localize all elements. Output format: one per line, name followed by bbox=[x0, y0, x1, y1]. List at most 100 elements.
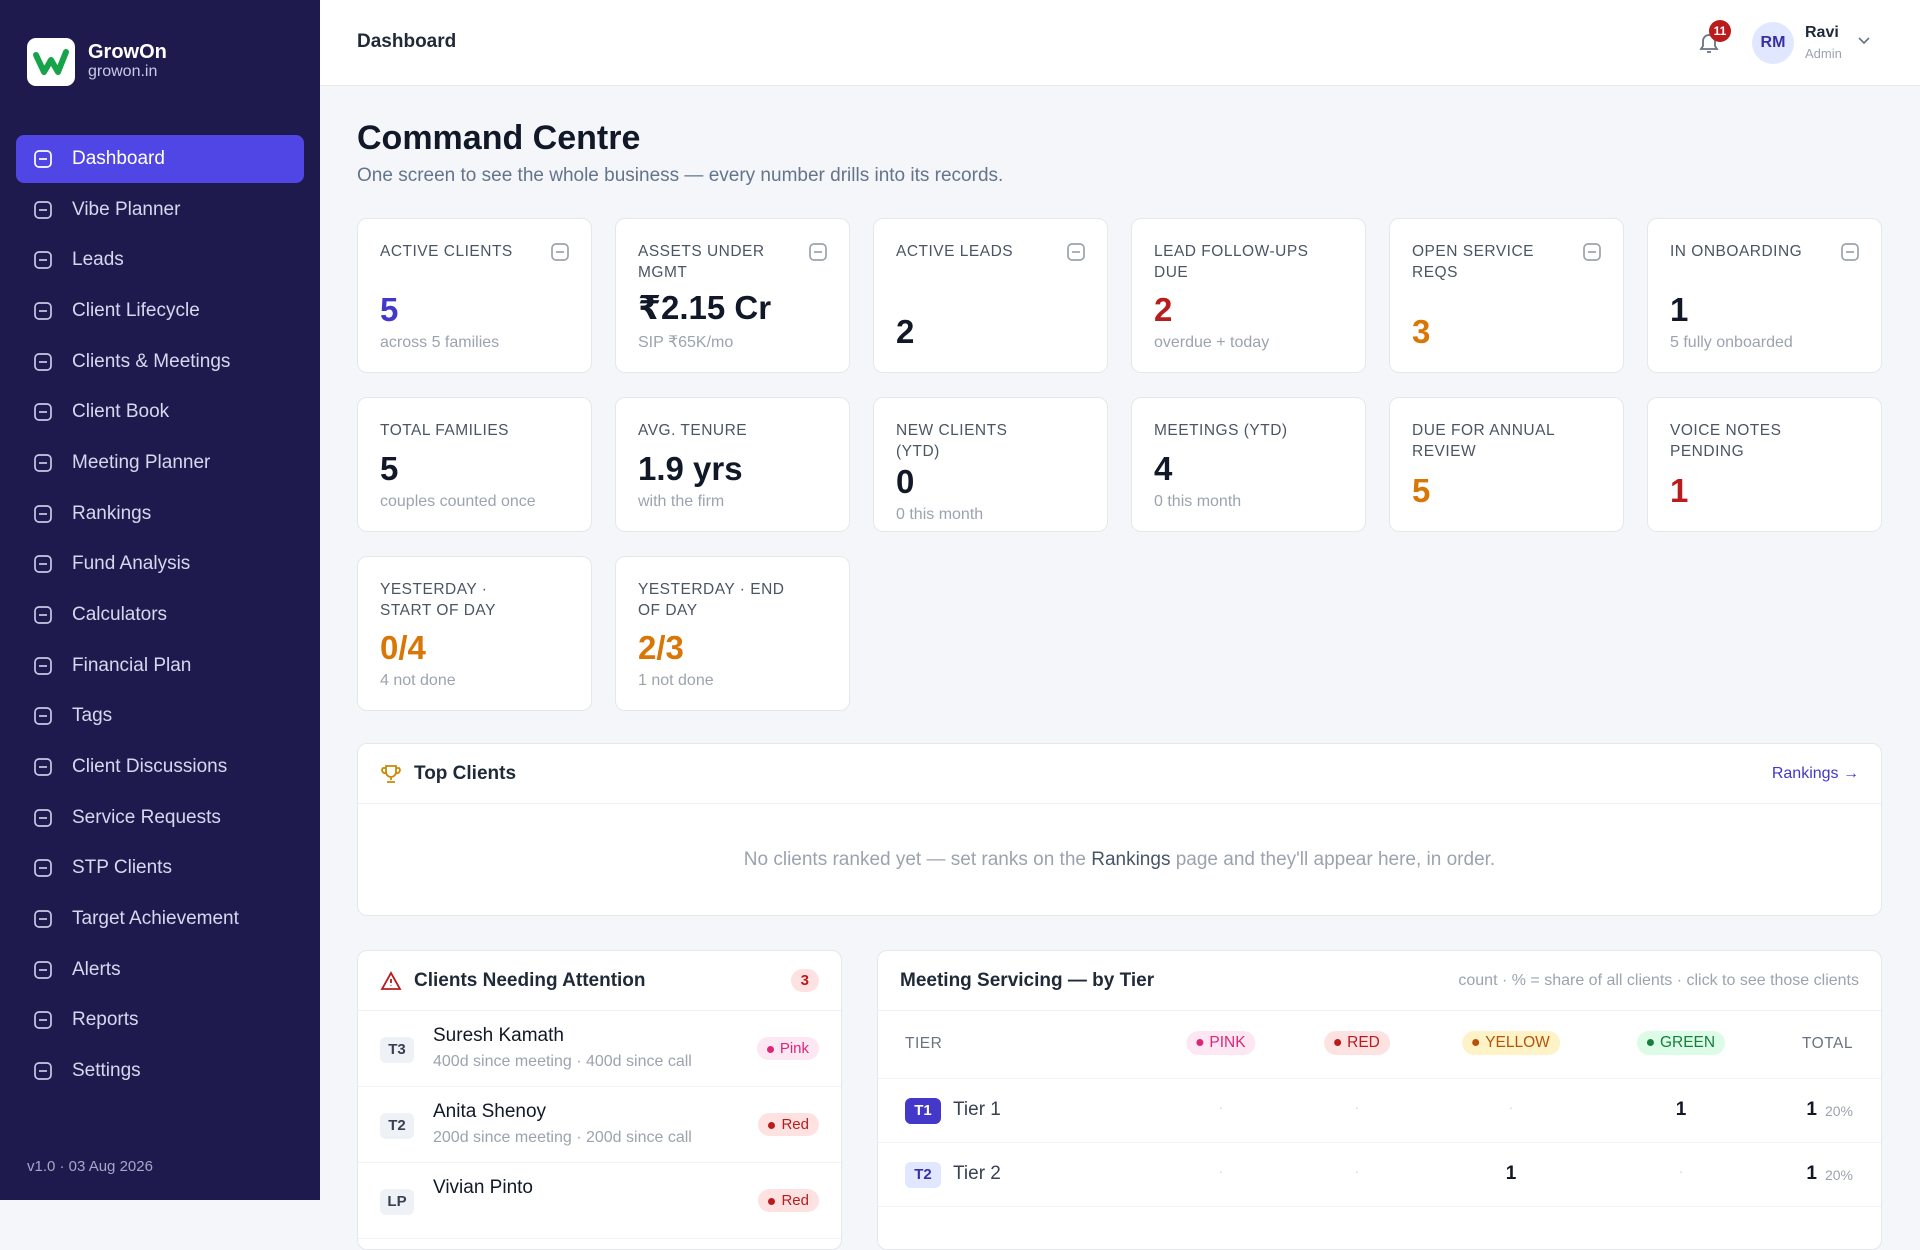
tier-count[interactable]: 1 bbox=[1505, 1163, 1517, 1184]
nav-label: Target Achievement bbox=[72, 908, 239, 930]
rankings-link[interactable]: Rankings → bbox=[1771, 764, 1859, 782]
nav-label: Service Requests bbox=[72, 806, 221, 828]
client-name: Anita Shenoy bbox=[433, 1101, 547, 1122]
avatar[interactable]: RM bbox=[1752, 22, 1794, 64]
icon bbox=[34, 606, 52, 624]
column-header: TOTAL bbox=[1801, 1035, 1853, 1052]
column-label: GREEN bbox=[1659, 1034, 1716, 1051]
tier-count: · bbox=[1218, 1099, 1224, 1115]
nav-item[interactable]: Target Achievement bbox=[16, 895, 304, 943]
nav-item[interactable]: Client Discussions bbox=[16, 743, 304, 791]
icon bbox=[34, 302, 52, 320]
nav-item[interactable]: Settings bbox=[16, 1047, 304, 1095]
nav-item[interactable]: Reports bbox=[16, 996, 304, 1044]
kpi-card[interactable]: IN ONBOARDING 1 5 fully onboarded bbox=[1647, 218, 1882, 373]
tier-total[interactable]: 1 bbox=[1806, 1163, 1817, 1184]
kpi-body: 1 bbox=[1670, 471, 1859, 511]
tag-label: Red bbox=[781, 1192, 809, 1209]
icon bbox=[34, 859, 52, 878]
top-clients-panel: Top Clients Rankings → No clients ranked… bbox=[357, 743, 1882, 916]
nav-label: Calculators bbox=[72, 604, 168, 626]
kpi-card[interactable]: AVG. TENURE 1.9 yrs with the firm bbox=[615, 397, 850, 532]
kpi-note: 5 fully onboarded bbox=[1670, 334, 1793, 351]
kpi-note: 4 not done bbox=[380, 672, 456, 689]
icon bbox=[34, 352, 52, 371]
tier-count: · bbox=[1354, 1099, 1360, 1115]
nav-label: Fund Analysis bbox=[72, 553, 191, 575]
nav-item[interactable]: Calculators bbox=[16, 591, 304, 639]
icon bbox=[34, 910, 52, 928]
nav-item[interactable]: Rankings bbox=[16, 490, 304, 538]
user-role: Admin bbox=[1805, 46, 1842, 61]
kpi-label: ASSETS UNDER MGMT bbox=[638, 243, 765, 281]
nav-label: Tags bbox=[72, 705, 113, 727]
brand-name: GrowOn bbox=[88, 41, 167, 63]
nav-item[interactable]: Clients & Meetings bbox=[16, 338, 304, 386]
icon bbox=[34, 150, 52, 168]
status-tag: Red bbox=[758, 1113, 819, 1136]
kpi-card[interactable]: TOTAL FAMILIES 5 couples counted once bbox=[357, 397, 592, 532]
nav-label: Alerts bbox=[72, 958, 121, 980]
tier-row[interactable]: T1 Tier 1 · · · 1 1 20% bbox=[878, 1079, 1881, 1143]
kpi-card[interactable]: VOICE NOTES PENDING 1 bbox=[1647, 397, 1882, 532]
icon bbox=[551, 243, 569, 261]
kpi-card[interactable]: OPEN SERVICE REQS 3 bbox=[1389, 218, 1624, 373]
brand-domain: growon.in bbox=[88, 63, 158, 80]
nav-item[interactable]: Client Lifecycle bbox=[16, 287, 304, 335]
icon bbox=[1841, 243, 1859, 261]
column-header: TIER bbox=[905, 1035, 943, 1052]
kpi-card[interactable]: YESTERDAY · START OF DAY 0/4 4 not done bbox=[357, 556, 592, 711]
kpi-body: 3 bbox=[1412, 312, 1601, 352]
nav-item[interactable]: Tags bbox=[16, 692, 304, 740]
panel-title: Top Clients bbox=[414, 762, 517, 784]
dropdown-icon[interactable] bbox=[1857, 36, 1871, 46]
nav-item[interactable]: Vibe Planner bbox=[16, 186, 304, 234]
kpi-icon bbox=[1839, 241, 1861, 268]
page-title: Command Centre bbox=[357, 119, 641, 157]
panel-title: Clients Needing Attention bbox=[414, 969, 646, 991]
nav-item[interactable]: Client Book bbox=[16, 388, 304, 436]
tier-share: 20% bbox=[1824, 1103, 1853, 1119]
panel-header: Top Clients Rankings → bbox=[358, 744, 1881, 804]
tier-row[interactable]: T2 Tier 2 · · 1 · 1 20% bbox=[878, 1143, 1881, 1207]
kpi-card[interactable]: ASSETS UNDER MGMT ₹2.15 Cr SIP ₹65K/mo bbox=[615, 218, 850, 373]
kpi-card[interactable]: MEETINGS (YTD) 4 0 this month bbox=[1131, 397, 1366, 532]
kpi-body: 5 bbox=[1412, 471, 1601, 511]
kpi-note: couples counted once bbox=[380, 493, 536, 510]
kpi-card[interactable]: YESTERDAY · END OF DAY 2/3 1 not done bbox=[615, 556, 850, 711]
kpi-card[interactable]: DUE FOR ANNUAL REVIEW 5 bbox=[1389, 397, 1624, 532]
tier-name: Tier 2 bbox=[953, 1163, 1001, 1184]
attention-row[interactable]: T2 Anita Shenoy 200d since meeting · 200d … bbox=[358, 1087, 841, 1163]
nav-item[interactable]: Dashboard bbox=[16, 135, 304, 183]
kpi-card[interactable]: ACTIVE CLIENTS 5 across 5 families bbox=[357, 218, 592, 373]
kpi-card[interactable]: ACTIVE LEADS 2 bbox=[873, 218, 1108, 373]
nav-item[interactable]: Alerts bbox=[16, 946, 304, 994]
column-header: RED bbox=[1324, 1031, 1390, 1055]
tier-count[interactable]: 1 bbox=[1675, 1099, 1687, 1120]
kpi-body: 0/4 4 not done bbox=[380, 628, 569, 690]
nav-label: Rankings bbox=[72, 502, 152, 524]
kpi-card[interactable]: NEW CLIENTS (YTD) 0 0 this month bbox=[873, 397, 1108, 532]
kpi-card[interactable]: LEAD FOLLOW-UPS DUE 2 overdue + today bbox=[1131, 218, 1366, 373]
attention-row[interactable]: LP Vivian Pinto Red bbox=[358, 1163, 841, 1239]
nav-item[interactable]: Meeting Planner bbox=[16, 439, 304, 487]
kpi-value: 1.9 yrs bbox=[638, 450, 743, 487]
kpi-label: YESTERDAY · END OF DAY bbox=[638, 581, 785, 619]
kpi-note: SIP ₹65K/mo bbox=[638, 334, 734, 351]
kpi-body: 1.9 yrs with the firm bbox=[638, 449, 827, 511]
empty-link[interactable]: Rankings bbox=[1091, 849, 1171, 870]
nav-item[interactable]: Fund Analysis bbox=[16, 540, 304, 588]
nav-item[interactable]: STP Clients bbox=[16, 844, 304, 892]
tier-total[interactable]: 1 bbox=[1806, 1099, 1817, 1120]
nav-item[interactable]: Financial Plan bbox=[16, 642, 304, 690]
kpi-icon bbox=[549, 241, 571, 268]
tag-label: Pink bbox=[779, 1040, 809, 1057]
icon bbox=[34, 707, 52, 726]
kpi-label: IN ONBOARDING bbox=[1670, 243, 1803, 260]
empty-text: No clients ranked yet — set ranks on the bbox=[743, 849, 1092, 870]
nav-item[interactable]: Leads bbox=[16, 236, 304, 284]
nav-item[interactable]: Service Requests bbox=[16, 794, 304, 842]
column-header: PINK bbox=[1186, 1031, 1256, 1055]
attention-row[interactable]: T3 Suresh Kamath 400d since meeting · 400d… bbox=[358, 1011, 841, 1087]
